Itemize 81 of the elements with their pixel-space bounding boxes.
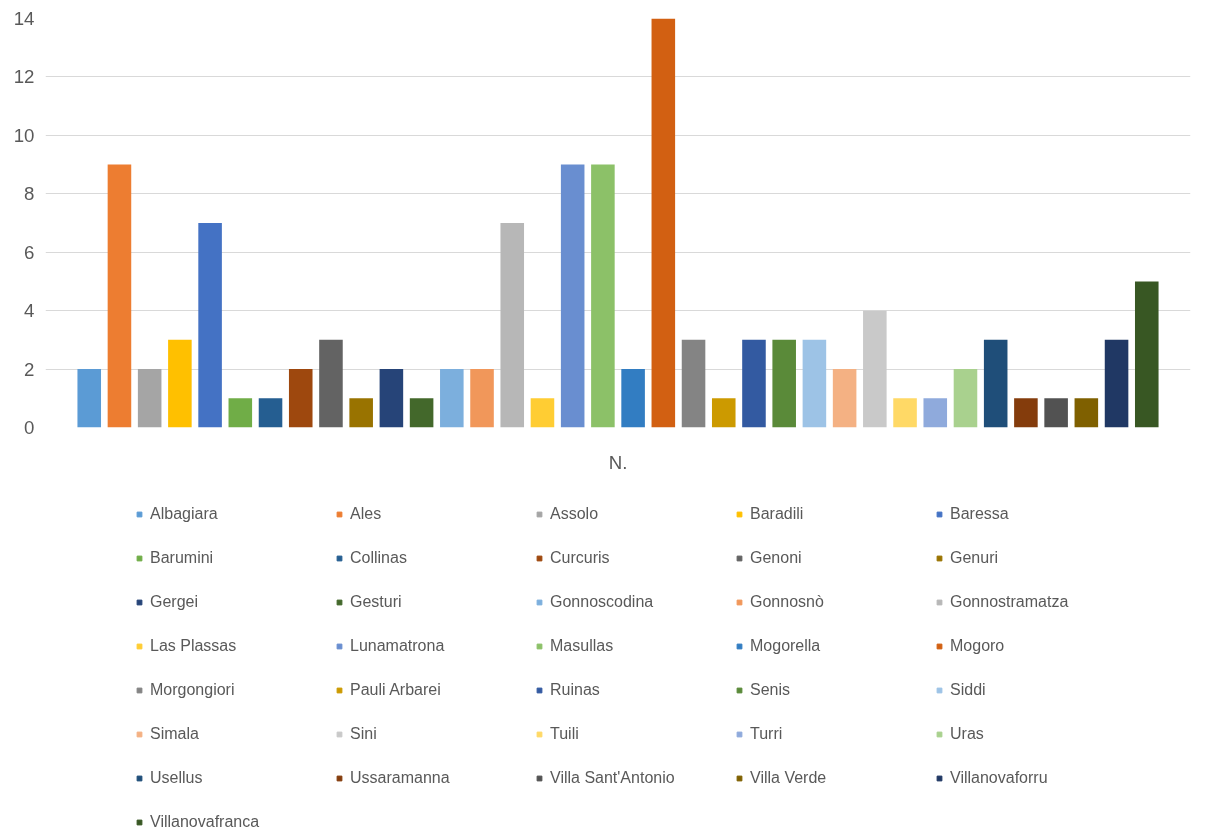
legend-label: Gonnostramatza bbox=[950, 593, 1070, 611]
y-tick-label: 6 bbox=[24, 241, 35, 263]
legend-label: Ruinas bbox=[550, 681, 601, 699]
bar bbox=[288, 369, 313, 428]
legend-label: Turri bbox=[750, 725, 784, 743]
bar bbox=[349, 398, 373, 428]
legend-label: Mogorella bbox=[750, 637, 822, 655]
y-tick-label: 12 bbox=[13, 66, 35, 88]
y-tick-label: 8 bbox=[24, 183, 35, 205]
bar bbox=[681, 339, 706, 428]
legend-label: Las Plassas bbox=[150, 637, 238, 655]
legend-label: Senis bbox=[750, 681, 792, 699]
legend-label: Villanovafranca bbox=[150, 813, 261, 831]
bar bbox=[379, 369, 404, 428]
bar bbox=[1134, 281, 1159, 428]
legend-label: Villanovaforru bbox=[950, 769, 1049, 787]
legend-label: Genoni bbox=[750, 549, 803, 567]
y-tick-label: 4 bbox=[24, 300, 35, 322]
bar bbox=[500, 223, 525, 428]
bar bbox=[77, 369, 102, 428]
bar bbox=[228, 398, 253, 428]
bar bbox=[409, 398, 434, 428]
bar bbox=[107, 164, 132, 428]
legend-label: Siddi bbox=[950, 681, 987, 699]
legend-label: Gonnosnò bbox=[750, 593, 825, 611]
bar bbox=[1014, 398, 1038, 428]
legend-label: Sini bbox=[350, 725, 378, 743]
legend-label: Mogoro bbox=[950, 637, 1006, 655]
bar bbox=[470, 369, 494, 428]
bar bbox=[137, 369, 162, 428]
legend-label: Masullas bbox=[550, 637, 615, 655]
y-tick-label: 10 bbox=[13, 124, 35, 146]
legend-label: Gesturi bbox=[350, 593, 403, 611]
legend-label: Baradili bbox=[750, 505, 805, 523]
legend-label: Uras bbox=[950, 725, 985, 743]
bar bbox=[711, 398, 736, 428]
legend-label: Ussaramanna bbox=[350, 769, 451, 787]
bar bbox=[621, 369, 645, 428]
legend-label: Gonnoscodina bbox=[550, 593, 655, 611]
legend-label: Simala bbox=[150, 725, 200, 743]
bar bbox=[651, 18, 676, 428]
legend-label: Pauli Arbarei bbox=[350, 681, 442, 699]
bar bbox=[863, 310, 887, 428]
bar bbox=[742, 339, 766, 428]
legend-label: Genuri bbox=[950, 549, 1000, 567]
legend-label: Morgongiori bbox=[150, 681, 236, 699]
bar bbox=[923, 398, 948, 428]
legend-label: Baressa bbox=[950, 505, 1010, 523]
x-tick-label: N. bbox=[608, 451, 628, 473]
y-tick-label: 2 bbox=[24, 358, 35, 380]
bar bbox=[198, 223, 222, 428]
bar bbox=[258, 398, 283, 428]
bar bbox=[953, 369, 978, 428]
legend-label: Assolo bbox=[550, 505, 600, 523]
y-tick-label: 14 bbox=[13, 8, 35, 29]
legend-label: Villa Verde bbox=[750, 769, 828, 787]
bar bbox=[772, 339, 796, 428]
bar bbox=[983, 339, 1008, 428]
bar bbox=[1044, 398, 1068, 428]
legend-label: Tuili bbox=[550, 725, 580, 743]
legend-label: Villa Sant'Antonio bbox=[550, 769, 676, 787]
bar bbox=[440, 369, 464, 428]
legend-label: Ales bbox=[350, 505, 383, 523]
y-tick-label: 0 bbox=[24, 417, 35, 438]
legend-label: Collinas bbox=[350, 549, 408, 567]
bar bbox=[1104, 339, 1129, 428]
legend-label: Lunamatrona bbox=[350, 637, 446, 655]
legend-label: Usellus bbox=[150, 769, 204, 787]
bar bbox=[802, 339, 827, 428]
bar bbox=[832, 369, 857, 428]
bar bbox=[1074, 398, 1099, 428]
bar bbox=[319, 339, 343, 428]
legend-label: Gergei bbox=[150, 593, 200, 611]
bar bbox=[560, 164, 585, 428]
bar bbox=[591, 164, 615, 428]
bar bbox=[893, 398, 917, 428]
bar bbox=[168, 339, 192, 428]
legend-label: Barumini bbox=[150, 549, 215, 567]
legend-label: Curcuris bbox=[550, 549, 611, 567]
bar bbox=[530, 398, 555, 428]
legend-label: Albagiara bbox=[150, 505, 219, 523]
